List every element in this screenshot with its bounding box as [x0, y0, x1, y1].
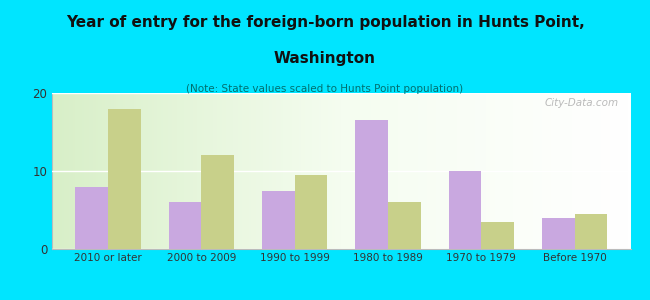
Text: Washington: Washington	[274, 51, 376, 66]
Bar	[388, 202, 421, 249]
Bar	[448, 171, 481, 249]
Bar	[356, 120, 388, 249]
Bar	[575, 214, 607, 249]
Bar	[108, 109, 140, 249]
Bar	[75, 187, 108, 249]
Bar	[294, 175, 327, 249]
Text: (Note: State values scaled to Hunts Point population): (Note: State values scaled to Hunts Poin…	[187, 84, 463, 94]
Legend: Hunts Point, Washington: Hunts Point, Washington	[239, 296, 444, 300]
Bar	[168, 202, 202, 249]
Bar	[481, 222, 514, 249]
Text: Year of entry for the foreign-born population in Hunts Point,: Year of entry for the foreign-born popul…	[66, 15, 584, 30]
Text: City-Data.com: City-Data.com	[545, 98, 619, 108]
Bar	[542, 218, 575, 249]
Bar	[202, 155, 234, 249]
Bar	[262, 190, 294, 249]
